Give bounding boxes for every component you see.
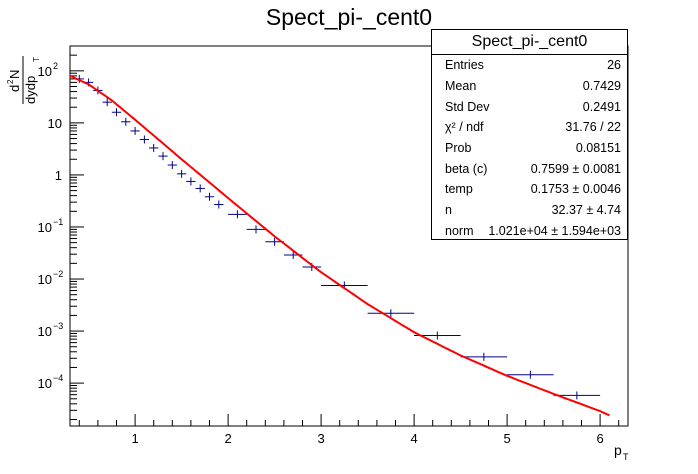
stats-label: Entries — [445, 58, 484, 73]
stats-row: norm 1.021e+04 ± 1.594e+03 — [432, 221, 627, 242]
y-label-denominator: dydp — [23, 76, 38, 104]
stats-row: temp 0.1753 ± 0.0046 — [432, 179, 627, 200]
x-tick-label: 5 — [503, 431, 510, 446]
stats-value: 0.08151 — [575, 141, 621, 156]
y-label-numerator-sup: 2 — [6, 79, 15, 84]
x-axis-label-subscript: T — [623, 452, 629, 462]
y-tick-exponent: −1 — [53, 217, 63, 227]
stats-row: Entries 26 — [432, 55, 627, 76]
stats-value: 0.2491 — [582, 99, 621, 114]
stats-row: beta (c) 0.7599 ± 0.0081 — [432, 158, 627, 179]
y-tick-exponent: 2 — [53, 61, 58, 71]
fit-curve — [70, 74, 610, 417]
y-tick-label: 1 — [55, 168, 62, 183]
x-axis: 1 2 3 4 5 6 — [78, 414, 620, 446]
plot-frame — [69, 45, 629, 427]
y-label-numerator: d — [7, 85, 22, 92]
stats-label: Prob — [445, 141, 472, 156]
stats-title: Spect_pi-_cent0 — [432, 30, 627, 55]
y-label-numerator-rest: N — [7, 70, 22, 79]
y-tick-label: 10 — [38, 220, 52, 235]
y-tick-label: 10 — [38, 272, 52, 287]
stats-value: 31.76 / 22 — [565, 120, 621, 135]
stats-label: Mean — [445, 79, 477, 94]
y-tick-label: 10 — [38, 376, 52, 391]
stats-label: χ² / ndf — [445, 120, 484, 135]
stats-value: 0.1753 ± 0.0046 — [530, 182, 621, 197]
y-tick-label: 10 — [48, 116, 62, 131]
x-tick-label: 2 — [224, 431, 231, 446]
y-tick-label: 10 — [38, 64, 52, 79]
stats-box: Spect_pi-_cent0 Entries 26 Mean 0.7429 Std D… — [431, 29, 628, 240]
stats-row: Mean 0.7429 — [432, 76, 627, 97]
stats-value: 32.37 ± 4.74 — [551, 203, 621, 218]
stats-value: 26 — [607, 58, 621, 73]
stats-label: norm — [445, 223, 474, 238]
y-tick-exponent: −3 — [53, 321, 63, 331]
stats-row: Std Dev 0.2491 — [432, 96, 627, 117]
x-tick-label: 3 — [317, 431, 324, 446]
stats-value: 1.021e+04 ± 1.594e+03 — [488, 223, 621, 238]
x-tick-label: 1 — [131, 431, 138, 446]
stats-value: 0.7429 — [582, 79, 621, 94]
stats-row: Prob 0.08151 — [432, 138, 627, 159]
data-points — [74, 74, 601, 400]
stats-row: n 32.37 ± 4.74 — [432, 200, 627, 221]
x-tick-label: 6 — [596, 431, 603, 446]
stats-label: n — [445, 203, 452, 218]
stats-rows: Entries 26 Mean 0.7429 Std Dev 0.2491 χ² / ndf… — [432, 55, 627, 241]
stats-label: Std Dev — [445, 99, 490, 114]
fit-line — [70, 74, 610, 417]
y-tick-label: 10 — [38, 324, 52, 339]
stats-value: 0.7599 ± 0.0081 — [530, 161, 621, 176]
y-label-denominator-sub: T — [32, 57, 41, 62]
y-tick-exponent: −4 — [53, 373, 63, 383]
x-axis-label: p — [614, 442, 622, 458]
stats-row: χ² / ndf 31.76 / 22 — [432, 117, 627, 138]
x-tick-label: 4 — [410, 431, 417, 446]
chart-title: Spect_pi-_cent0 — [265, 4, 433, 30]
stats-label: temp — [445, 182, 473, 197]
stats-label: beta (c) — [445, 161, 488, 176]
y-tick-exponent: −2 — [53, 269, 63, 279]
